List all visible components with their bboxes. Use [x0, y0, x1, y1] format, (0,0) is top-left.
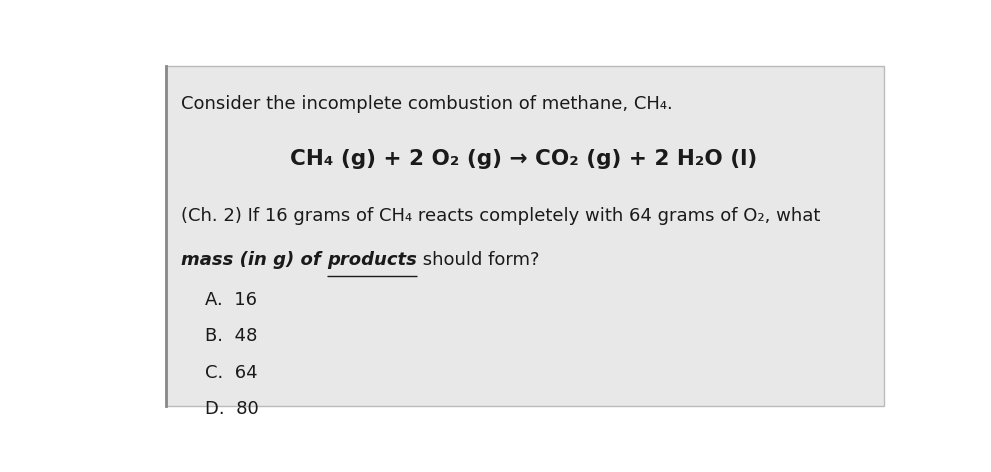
- Text: B.  48: B. 48: [204, 328, 257, 346]
- Text: should form?: should form?: [417, 251, 540, 269]
- FancyBboxPatch shape: [166, 66, 884, 405]
- Text: CH₄ (g) + 2 O₂ (g) → CO₂ (g) + 2 H₂O (l): CH₄ (g) + 2 O₂ (g) → CO₂ (g) + 2 H₂O (l): [289, 149, 757, 169]
- Text: mass (in g) of: mass (in g) of: [181, 251, 327, 269]
- Text: C.  64: C. 64: [204, 364, 257, 382]
- Text: Consider the incomplete combustion of methane, CH₄.: Consider the incomplete combustion of me…: [181, 95, 673, 113]
- Text: (Ch. 2) If 16 grams of CH₄ reacts completely with 64 grams of O₂, what: (Ch. 2) If 16 grams of CH₄ reacts comple…: [181, 208, 821, 226]
- Text: products: products: [327, 251, 417, 269]
- Text: A.  16: A. 16: [204, 291, 257, 309]
- Text: D.  80: D. 80: [204, 400, 259, 418]
